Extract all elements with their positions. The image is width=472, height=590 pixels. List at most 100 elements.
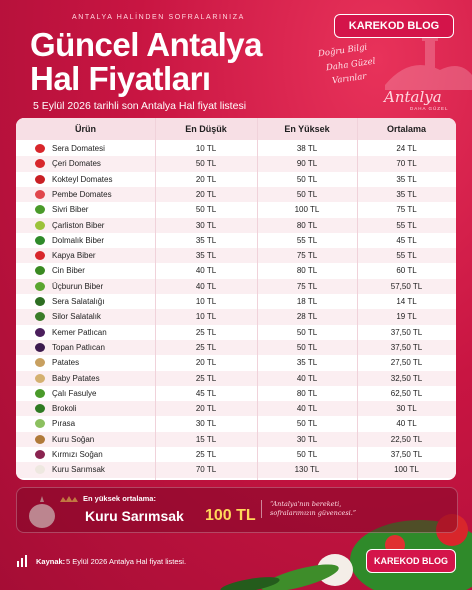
product-icon	[35, 373, 45, 383]
product-name: Kapya Biber	[52, 251, 96, 261]
product-name: Topan Patlıcan	[52, 342, 105, 352]
price-cell: 55 TL	[396, 251, 417, 261]
price-cell: 130 TL	[294, 465, 320, 475]
column-header: Ortalama	[386, 124, 427, 134]
product-icon	[35, 174, 45, 184]
subtitle: 5 Eylül 2026 tarihli son Antalya Hal fiy…	[33, 100, 247, 112]
product-icon	[35, 450, 45, 459]
price-cell: 40 TL	[296, 373, 318, 383]
table-row: Pembe Domates 20 TL 50 TL 35 TL	[16, 186, 456, 203]
product-icon	[35, 281, 45, 291]
price-cell: 70 TL	[195, 465, 217, 475]
price-cell: 50 TL	[195, 205, 217, 215]
table-row: Topan Patlıcan 25 TL 50 TL 37,50 TL	[16, 339, 456, 356]
price-cell: 50 TL	[195, 159, 217, 169]
product-icon	[35, 159, 45, 169]
product-name: Baby Patates	[52, 373, 100, 383]
price-cell: 35 TL	[296, 358, 318, 368]
price-cell: 100 TL	[394, 465, 419, 475]
price-cell: 57,50 TL	[390, 281, 423, 291]
product-icon	[35, 189, 45, 199]
table-row: Sivri Biber 50 TL 100 TL 75 TL	[16, 202, 456, 217]
price-cell: 35 TL	[396, 189, 417, 199]
product-name: Kuru Sarımsak	[52, 465, 105, 475]
price-cell: 100 TL	[294, 205, 320, 215]
price-cell: 62,50 TL	[390, 388, 423, 398]
product-name: Çarliston Biber	[52, 220, 105, 230]
product-name: Kemer Patlıcan	[52, 327, 107, 337]
price-cell: 28 TL	[296, 312, 318, 322]
product-icon	[35, 465, 45, 475]
product-name: Sera Salatalığı	[52, 297, 105, 306]
column-header: En Düşük	[185, 124, 227, 134]
table-row: Brokoli 20 TL 40 TL 30 TL	[16, 401, 456, 417]
product-name: Cin Biber	[52, 266, 85, 276]
product-name: Silor Salatalık	[52, 312, 101, 322]
price-cell: 22,50 TL	[390, 434, 423, 444]
highlight-value: 100 TL	[205, 507, 256, 524]
price-cell: 50 TL	[296, 189, 318, 199]
price-cell: 20 TL	[195, 189, 217, 199]
product-name: Patates	[52, 358, 80, 368]
price-cell: 40 TL	[195, 266, 217, 276]
price-cell: 10 TL	[195, 297, 217, 306]
product-icon	[35, 220, 45, 230]
quote: “Antalya'nın bereketi, sofralarımızın gü…	[261, 500, 366, 518]
price-cell: 70 TL	[396, 159, 417, 169]
table-row: Pırasa 30 TL 50 TL 40 TL	[16, 416, 456, 431]
source: 5 Eylül 2026 Antalya Hal fiyat listesi.	[66, 557, 187, 566]
price-cell: 55 TL	[296, 235, 318, 245]
product-name: Kırmızı Soğan	[52, 450, 103, 459]
table-row: Kokteyl Domates 20 TL 50 TL 35 TL	[16, 172, 456, 187]
price-cell: 80 TL	[296, 220, 318, 230]
title: Hal Fiyatları	[30, 60, 211, 97]
table-row: Kırmızı Soğan 25 TL 50 TL 37,50 TL	[16, 447, 456, 462]
price-table: Ürün En Düşük En Yüksek Ortalama Sera Domat…	[16, 118, 456, 480]
table-row: Sera Domatesi 10 TL 38 TL 24 TL	[16, 141, 456, 156]
price-cell: 10 TL	[195, 144, 217, 153]
tagline: ANTALYA HALİNDEN SOFRALARINIZA	[72, 14, 245, 21]
product-name: Dolmalık Biber	[52, 235, 105, 245]
price-cell: 10 TL	[195, 312, 217, 322]
product-name: Pembe Domates	[52, 189, 112, 199]
price-cell: 37,50 TL	[390, 450, 423, 459]
product-icon	[35, 205, 45, 215]
table-row: Silor Salatalık 10 TL 28 TL 19 TL	[16, 309, 456, 325]
price-cell: 32,50 TL	[390, 373, 423, 383]
product-icon	[35, 327, 45, 337]
product-icon	[35, 144, 45, 153]
product-name: Brokoli	[52, 404, 77, 414]
column-divider	[257, 118, 258, 480]
price-cell: 80 TL	[296, 266, 318, 276]
table-row: Sera Salatalığı 10 TL 18 TL 14 TL	[16, 294, 456, 309]
city-tagline: DAHA GÜZEL	[410, 106, 449, 111]
product-name: Sera Domatesi	[52, 144, 105, 153]
product-icon	[35, 266, 45, 276]
city-logo: Antalya	[384, 88, 442, 106]
table-row: Kuru Soğan 15 TL 30 TL 22,50 TL	[16, 431, 456, 447]
brand-badge: KAREKOD BLOG	[334, 14, 454, 38]
product-name: Kokteyl Domates	[52, 174, 113, 184]
product-icon	[35, 388, 45, 398]
price-cell: 25 TL	[195, 342, 217, 352]
product-name: Üçburun Biber	[52, 281, 104, 291]
price-cell: 37,50 TL	[390, 342, 423, 352]
table-header: Ürün En Düşük En Yüksek Ortalama	[16, 118, 456, 140]
price-cell: 25 TL	[195, 327, 217, 337]
table-row: Kapya Biber 35 TL 75 TL 55 TL	[16, 248, 456, 264]
price-cell: 40 TL	[396, 419, 417, 429]
price-cell: 30 TL	[195, 419, 217, 429]
price-cell: 90 TL	[296, 159, 318, 169]
price-cell: 50 TL	[296, 419, 318, 429]
price-cell: 25 TL	[195, 373, 217, 383]
table-row: Çalı Fasulye 45 TL 80 TL 62,50 TL	[16, 386, 456, 401]
product-name: Kuru Soğan	[52, 434, 95, 444]
price-cell: 75 TL	[296, 281, 318, 291]
price-cell: 75 TL	[296, 251, 318, 261]
price-cell: 40 TL	[195, 281, 217, 291]
product-icon	[35, 312, 45, 322]
price-cell: 75 TL	[396, 205, 417, 215]
price-cell: 55 TL	[396, 220, 417, 230]
price-cell: 18 TL	[296, 297, 318, 306]
